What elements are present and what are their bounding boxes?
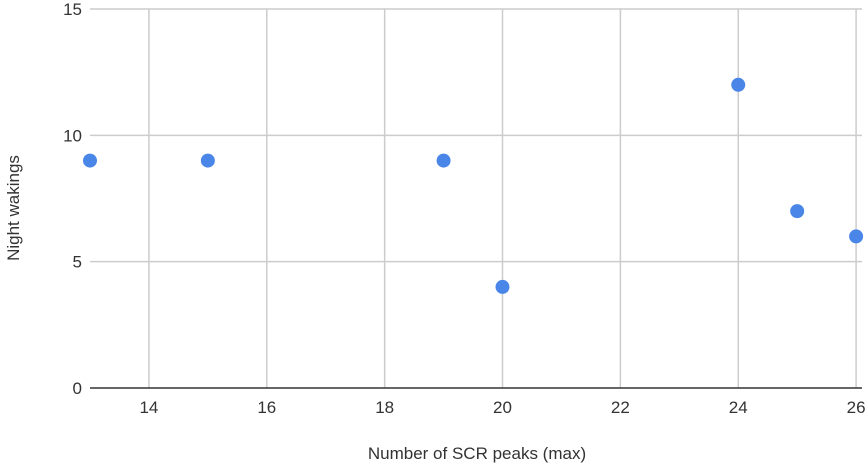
x-tick-label: 26 xyxy=(847,398,866,417)
x-tick-label: 22 xyxy=(611,398,630,417)
y-tick-label: 15 xyxy=(63,0,82,19)
x-tick-label: 20 xyxy=(493,398,512,417)
y-tick-label: 5 xyxy=(73,253,82,272)
y-axis-title: Night wakings xyxy=(4,155,23,261)
y-tick-label: 10 xyxy=(63,126,82,145)
data-point xyxy=(83,153,97,168)
data-point xyxy=(436,153,451,168)
data-point xyxy=(849,229,864,244)
x-axis-title: Number of SCR peaks (max) xyxy=(368,444,586,463)
grid-lines xyxy=(90,8,862,388)
data-point xyxy=(200,153,215,168)
x-tick-label: 16 xyxy=(257,398,276,417)
tick-labels: 0 5 10 15 14 16 18 20 22 24 26 xyxy=(63,0,865,417)
data-points xyxy=(83,77,864,294)
x-tick-label: 18 xyxy=(375,398,394,417)
x-tick-label: 14 xyxy=(139,398,158,417)
x-tick-label: 24 xyxy=(729,398,748,417)
data-point xyxy=(495,279,510,294)
y-tick-label: 0 xyxy=(73,379,82,398)
data-point xyxy=(790,204,805,219)
data-point xyxy=(731,77,746,92)
